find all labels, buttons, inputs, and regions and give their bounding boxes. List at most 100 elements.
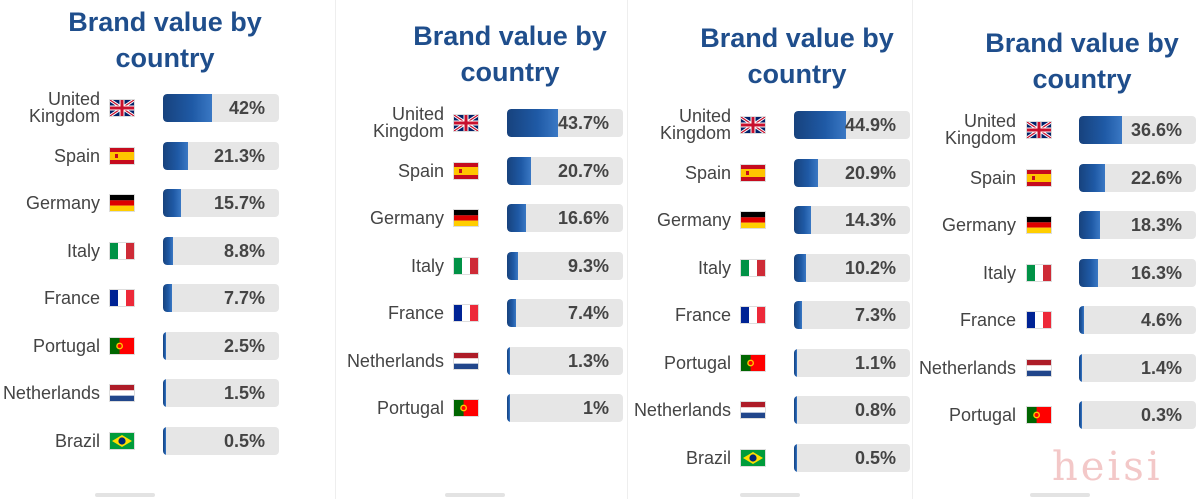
data-label: 16.3% (1130, 262, 1182, 283)
data-label: 1.4% (1140, 357, 1182, 378)
category-label: Portugal (663, 352, 731, 373)
bar (163, 236, 174, 265)
united-kingdom-flag-icon (1026, 121, 1052, 139)
data-label: 15.7% (213, 193, 265, 213)
portugal-flag-icon (109, 336, 135, 355)
cropped-element (445, 493, 505, 497)
bar-track: 16.3% (1079, 258, 1196, 287)
bar (1079, 401, 1082, 429)
data-label: 21.3% (213, 145, 265, 166)
united-kingdom-flag-icon (740, 116, 766, 134)
bar-row-france: France 7.4% (340, 298, 623, 328)
bar-row-spain: Spain 20.9% (627, 158, 910, 188)
bar-track: 10.2% (794, 253, 910, 282)
portugal-flag-icon (1026, 406, 1052, 424)
bar (794, 443, 797, 472)
bar-row-spain: Spain 21.3% (0, 141, 279, 171)
netherlands-flag-icon (1026, 358, 1052, 377)
bar-row-netherlands: Netherlands 1.3% (340, 346, 623, 376)
watermark: heisi (1052, 444, 1163, 490)
data-label: 7.3% (854, 305, 896, 325)
category-label: Netherlands (918, 357, 1016, 378)
bar-row-portugal: Portugal 1.1% (627, 348, 910, 378)
italy-flag-icon (453, 256, 479, 275)
bar (794, 111, 847, 139)
spain-flag-icon (1026, 168, 1052, 187)
bar (794, 348, 797, 377)
bar-track: 1% (507, 394, 623, 422)
panel-divider (335, 0, 336, 499)
bar-track: 0.8% (794, 396, 910, 424)
data-label: 7.7% (223, 288, 265, 308)
bar-row-netherlands: Netherlands 0.8% (627, 395, 910, 425)
bar (794, 301, 803, 329)
netherlands-flag-icon (740, 401, 766, 419)
bar-track: 22.6% (1079, 163, 1196, 192)
chart-title: Brand value by country (985, 28, 1179, 94)
bar (1079, 306, 1085, 334)
bar-track: 1.5% (163, 379, 279, 407)
bar-track: 44.9% (794, 111, 910, 139)
data-label: 2.5% (223, 335, 265, 356)
spain-flag-icon (740, 163, 766, 182)
france-flag-icon (1026, 311, 1052, 329)
data-label: 8.8% (223, 240, 265, 261)
bar-row-italy: Italy 16.3% (912, 258, 1196, 288)
bar (163, 379, 166, 407)
germany-flag-icon (109, 194, 135, 212)
united-kingdom-flag-icon (453, 114, 479, 132)
brazil-flag-icon (740, 448, 766, 467)
portugal-flag-icon (453, 399, 479, 417)
category-label: Netherlands (633, 400, 731, 420)
bar (163, 94, 212, 122)
data-label: 18.3% (1130, 215, 1182, 235)
bar (163, 284, 172, 312)
bar-track: 20.9% (794, 158, 910, 187)
bar-track: 4.6% (1079, 306, 1196, 334)
netherlands-flag-icon (453, 351, 479, 370)
bar (507, 156, 531, 185)
category-label: Italy (410, 255, 444, 276)
category-label: France (43, 288, 100, 308)
bar (507, 204, 527, 232)
germany-flag-icon (740, 211, 766, 229)
category-label: United Kingdom (944, 111, 1016, 148)
bar-row-portugal: Portugal 0.3% (912, 400, 1196, 430)
bar-row-portugal: Portugal 2.5% (0, 331, 279, 361)
data-label: 1.5% (223, 383, 265, 403)
data-label: 20.7% (557, 160, 609, 181)
category-label: France (959, 310, 1016, 330)
france-flag-icon (740, 306, 766, 324)
category-label: United Kingdom (28, 89, 100, 126)
bar (507, 299, 516, 327)
bar (794, 253, 806, 282)
bar-track: 0.3% (1079, 401, 1196, 429)
chart-panel-3: Brand value by country United Kingdom 44.9… (627, 0, 917, 499)
netherlands-flag-icon (109, 384, 135, 402)
category-label: Brazil (685, 447, 731, 468)
data-label: 0.5% (854, 447, 896, 468)
data-label: 20.9% (844, 162, 896, 183)
chart-title: Brand value by country (700, 23, 894, 89)
bar (507, 394, 510, 422)
bar-track: 15.7% (163, 189, 279, 217)
bar-track: 2.5% (163, 331, 279, 360)
data-label: 42% (228, 98, 265, 118)
bar (507, 346, 510, 375)
category-label: Brazil (54, 430, 100, 451)
chart-panel-4: Brand value by country United Kingdom 36.6… (912, 0, 1200, 499)
category-label: Portugal (32, 335, 100, 356)
bar (794, 206, 811, 234)
bar-row-brazil: Brazil 0.5% (627, 443, 910, 473)
bar-track: 43.7% (507, 109, 623, 137)
category-label: Germany (369, 208, 444, 228)
bar-row-brazil: Brazil 0.5% (0, 426, 279, 456)
bar-track: 42% (163, 94, 279, 122)
data-label: 44.9% (844, 115, 896, 135)
france-flag-icon (453, 304, 479, 322)
bar-track: 0.5% (794, 443, 910, 472)
bar (1079, 258, 1099, 287)
brazil-flag-icon (109, 431, 135, 450)
bar-row-spain: Spain 20.7% (340, 156, 623, 186)
bar (163, 426, 166, 455)
